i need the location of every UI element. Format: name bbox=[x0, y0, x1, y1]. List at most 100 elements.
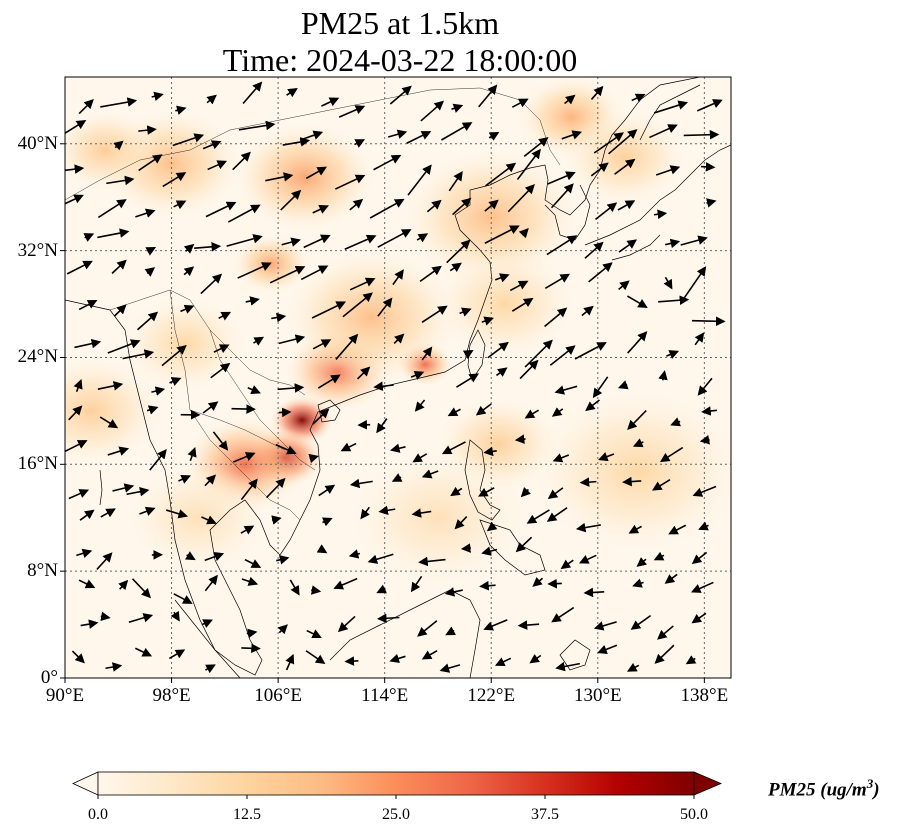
wind-arrow bbox=[441, 122, 473, 141]
pm25-hotspot bbox=[65, 357, 161, 465]
wind-arrow bbox=[218, 311, 232, 321]
wind-arrow bbox=[83, 233, 95, 242]
wind-arrow bbox=[555, 661, 581, 672]
wind-arrow bbox=[78, 579, 96, 589]
pm25-hotspot bbox=[563, 110, 686, 204]
wind-arrow bbox=[479, 580, 496, 591]
wind-arrow bbox=[393, 333, 405, 344]
wind-arrow bbox=[173, 593, 193, 604]
wind-arrow bbox=[658, 295, 690, 306]
wind-arrow bbox=[356, 366, 371, 380]
lon-tick-label: 90°E bbox=[45, 685, 85, 706]
colorbar-min-extend bbox=[72, 771, 99, 796]
wind-arrow bbox=[449, 262, 462, 273]
wind-arrow bbox=[369, 198, 405, 219]
wind-arrow bbox=[517, 620, 540, 630]
wind-arrow bbox=[151, 91, 164, 102]
wind-arrow bbox=[376, 613, 400, 624]
wind-arrow bbox=[206, 94, 217, 105]
lon-tick-label: 122°E bbox=[467, 685, 516, 706]
lat-tick-label: 8°N bbox=[27, 560, 58, 582]
wind-arrow bbox=[652, 478, 671, 491]
wind-arrow bbox=[391, 473, 403, 482]
pm25-hotspot bbox=[124, 297, 246, 391]
wind-arrow bbox=[690, 581, 714, 593]
pm25-hotspot bbox=[533, 391, 731, 551]
wind-arrow bbox=[484, 199, 499, 212]
wind-arrow bbox=[546, 235, 578, 256]
wind-arrow bbox=[451, 103, 464, 113]
wind-arrow bbox=[551, 407, 564, 417]
wind-arrow bbox=[68, 405, 83, 421]
wind-arrow bbox=[138, 154, 163, 172]
wind-arrow bbox=[420, 100, 445, 122]
wind-arrow bbox=[518, 227, 529, 239]
wind-arrow bbox=[131, 578, 151, 599]
wind-arrow bbox=[454, 516, 468, 530]
wind-arrow bbox=[668, 524, 687, 535]
wind-arrow bbox=[416, 233, 429, 243]
wind-arrow bbox=[665, 238, 681, 249]
wind-arrow bbox=[485, 162, 517, 187]
pm25-hotspot bbox=[233, 234, 310, 294]
wind-arrow bbox=[96, 552, 113, 570]
wind-arrow bbox=[622, 476, 642, 487]
wind-arrow bbox=[680, 235, 708, 246]
wind-arrow bbox=[617, 200, 636, 211]
lat-tick-label: 0° bbox=[40, 667, 58, 688]
wind-arrow bbox=[529, 654, 542, 664]
wind-arrow bbox=[514, 434, 526, 444]
colorbar-tick-label: 25.0 bbox=[382, 806, 410, 823]
wind-arrow bbox=[114, 304, 127, 317]
wind-arrow bbox=[685, 655, 697, 665]
border-china-north bbox=[65, 87, 561, 201]
wind-arrow bbox=[276, 555, 290, 565]
wind-arrow bbox=[113, 140, 124, 151]
wind-arrow bbox=[338, 105, 366, 118]
wind-arrow bbox=[447, 407, 461, 417]
wind-arrow bbox=[483, 619, 508, 631]
wind-arrow bbox=[598, 452, 615, 462]
wind-arrow bbox=[321, 97, 340, 107]
wind-arrow bbox=[389, 85, 412, 105]
wind-arrow bbox=[483, 446, 497, 457]
wind-arrow bbox=[204, 574, 218, 592]
border-indochina-3 bbox=[189, 409, 286, 451]
wind-arrow bbox=[367, 553, 394, 564]
lat-tick-label: 24°N bbox=[17, 346, 58, 368]
wind-arrow bbox=[697, 377, 713, 396]
wind-arrow bbox=[670, 417, 681, 427]
wind-arrow bbox=[80, 619, 99, 629]
wind-arrow bbox=[144, 267, 156, 277]
wind-arrow bbox=[426, 199, 442, 213]
wind-arrow bbox=[97, 199, 127, 219]
wind-arrow bbox=[65, 164, 85, 174]
wind-arrow bbox=[446, 239, 471, 264]
wind-arrow bbox=[653, 209, 668, 220]
coastline-andaman bbox=[99, 469, 103, 506]
wind-arrow bbox=[590, 162, 609, 177]
wind-arrow bbox=[406, 131, 432, 144]
wind-arrow bbox=[335, 333, 359, 360]
wind-arrow bbox=[410, 575, 423, 593]
wind-arrow bbox=[212, 431, 229, 451]
wind-arrow bbox=[68, 489, 90, 500]
wind-arrow bbox=[636, 557, 647, 567]
colorbar-title: PM25 (ug/m3) bbox=[768, 776, 880, 801]
wind-arrow bbox=[683, 129, 720, 140]
wind-arrow bbox=[488, 131, 500, 141]
wind-arrow bbox=[105, 662, 123, 672]
wind-arrow bbox=[244, 558, 262, 568]
wind-arrow bbox=[511, 297, 534, 312]
wind-arrow bbox=[204, 474, 217, 487]
wind-arrow bbox=[462, 350, 474, 360]
wind-arrow bbox=[201, 515, 217, 525]
wind-arrow bbox=[271, 312, 287, 323]
wind-arrow bbox=[265, 172, 294, 182]
wind-arrow bbox=[419, 265, 442, 282]
coastline-luzon bbox=[464, 439, 501, 521]
wind-arrow bbox=[342, 292, 373, 318]
wind-arrow bbox=[546, 507, 568, 522]
wind-arrow bbox=[439, 663, 461, 673]
wind-arrow bbox=[161, 344, 187, 367]
